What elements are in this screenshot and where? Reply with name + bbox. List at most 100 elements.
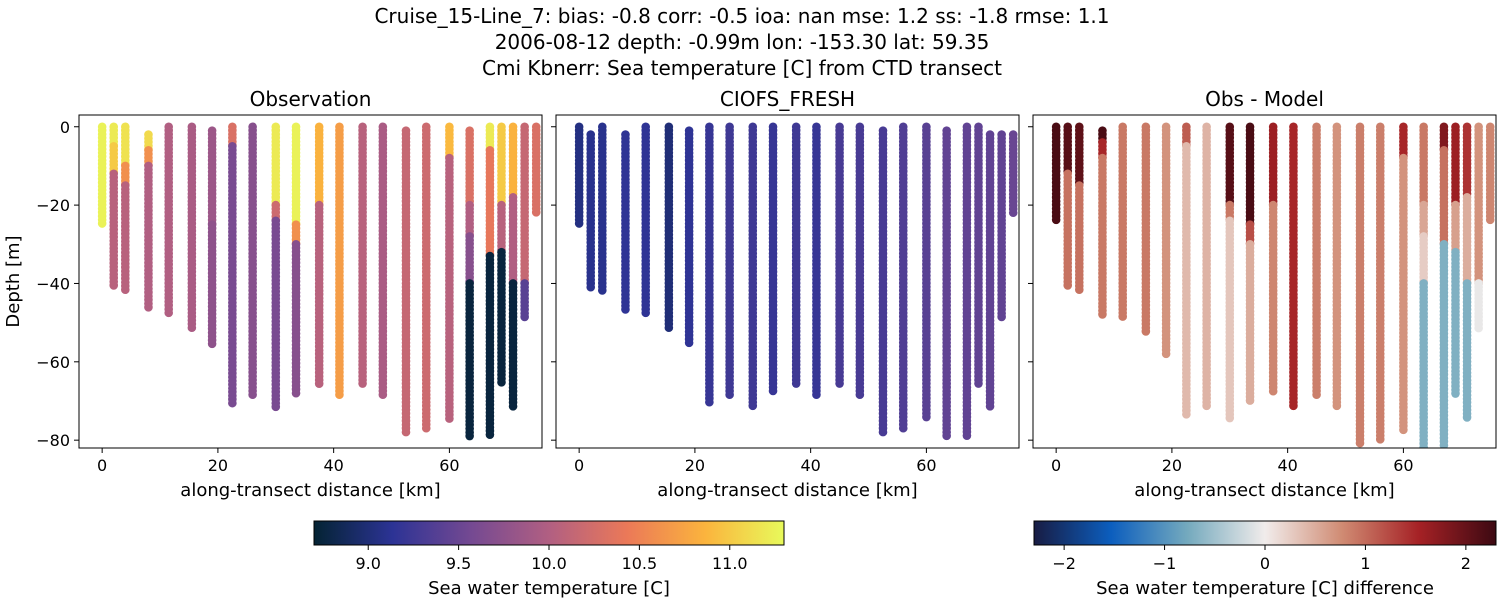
x-tick-label: 20 <box>1162 456 1182 475</box>
data-point <box>1202 401 1211 411</box>
data-point <box>812 390 821 400</box>
data-point <box>1098 310 1107 319</box>
station-column-0 <box>574 122 584 228</box>
station-column-13 <box>835 122 844 388</box>
y-axis-label: Depth [m] <box>3 235 24 327</box>
station-column-1 <box>1063 122 1073 290</box>
station-column-13 <box>358 122 367 388</box>
x-tick-label: 40 <box>323 456 343 475</box>
station-column-20 <box>497 122 506 387</box>
observation-panel: 0 20 40 600−20−40−60−80Observationalong-tra… <box>3 87 543 501</box>
suptitle-line-2: 2006-08-12 depth: -0.99m lon: -153.30 la… <box>495 30 990 54</box>
data-point <box>1161 349 1171 359</box>
y-tick-label: 0 <box>60 118 70 137</box>
data-point <box>465 431 474 441</box>
data-point <box>974 379 983 388</box>
data-point <box>791 379 801 388</box>
data-point <box>598 286 607 295</box>
colorbar-tick-label: 11.0 <box>712 554 748 573</box>
station-column-18 <box>1419 122 1428 448</box>
data-point <box>144 303 153 312</box>
data-point <box>421 423 431 433</box>
x-axis-label: along-transect distance [km] <box>657 480 917 501</box>
colorbar-label: Sea water temperature [C] difference <box>1096 578 1434 599</box>
station-column-20 <box>974 122 983 388</box>
station-column-3 <box>621 130 630 314</box>
station-column-22 <box>520 122 529 322</box>
data-point <box>164 308 174 318</box>
station-column-21 <box>985 130 995 411</box>
station-column-22 <box>1474 122 1483 333</box>
station-column-4 <box>164 122 174 318</box>
station-column-7 <box>705 122 714 407</box>
data-point <box>1245 396 1255 405</box>
data-point <box>291 388 301 398</box>
station-column-3 <box>144 130 153 312</box>
data-point <box>942 431 951 441</box>
station-column-9 <box>1225 122 1235 423</box>
axes-frame <box>1032 114 1497 449</box>
data-point <box>835 379 844 388</box>
data-point <box>878 427 888 437</box>
station-column-9 <box>748 122 758 411</box>
station-column-17 <box>1399 122 1408 435</box>
station-column-14 <box>1332 122 1342 411</box>
station-column-12 <box>1289 122 1298 411</box>
station-column-21 <box>508 122 518 411</box>
suptitle-line-1: Cruise_15-Line_7: bias: -0.8 corr: -0.5 … <box>374 4 1109 28</box>
station-column-15 <box>401 126 411 437</box>
colorbar-label: Sea water temperature [C] <box>428 578 670 599</box>
data-point <box>1375 435 1385 444</box>
data-point <box>228 398 237 408</box>
panel-title: CIOFS_FRESH <box>720 87 855 111</box>
station-column-9 <box>271 122 281 412</box>
station-column-11 <box>314 122 324 389</box>
data-point <box>664 323 674 333</box>
data-point <box>335 390 344 400</box>
colorbar-tick-label: 9.0 <box>356 554 381 573</box>
data-point <box>485 430 495 439</box>
station-column-18 <box>465 126 474 441</box>
station-column-10 <box>1245 122 1255 405</box>
suptitle-line-3: Cmi Kbnerr: Sea temperature [C] from CTD… <box>482 56 1002 80</box>
data-point <box>1462 413 1472 422</box>
colorbar-tick-label: 9.5 <box>446 554 471 573</box>
station-column-6 <box>1161 122 1171 359</box>
station-column-10 <box>768 122 778 396</box>
scatter-points <box>97 122 541 441</box>
data-point <box>248 390 257 400</box>
data-point <box>1399 425 1408 435</box>
station-column-0 <box>97 122 107 228</box>
data-point <box>1474 323 1483 333</box>
colorbar-tick-label: 10.5 <box>622 554 658 573</box>
data-point <box>1225 413 1235 423</box>
station-column-15 <box>878 126 888 437</box>
station-column-12 <box>335 122 344 400</box>
colorbar-gradient <box>313 520 785 546</box>
station-column-17 <box>445 122 454 423</box>
colorbar-tick-label: 0 <box>1260 554 1270 573</box>
data-point <box>641 308 651 318</box>
axes-frame <box>555 114 1020 449</box>
data-point <box>1485 215 1495 225</box>
station-column-8 <box>1202 122 1211 411</box>
station-column-14 <box>378 122 388 400</box>
scatter-points <box>1051 122 1495 448</box>
station-column-19 <box>1439 122 1449 448</box>
x-tick-label: 0 <box>574 456 584 475</box>
data-point <box>358 379 367 388</box>
data-point <box>684 338 694 348</box>
x-axis-label: along-transect distance [km] <box>180 480 440 501</box>
station-column-22 <box>997 130 1006 322</box>
station-column-7 <box>228 122 237 408</box>
station-column-14 <box>855 122 865 400</box>
data-point <box>1051 215 1061 225</box>
panel-title: Observation <box>250 87 372 111</box>
data-point <box>531 208 541 217</box>
station-column-3 <box>1098 126 1107 319</box>
data-point <box>401 427 411 437</box>
